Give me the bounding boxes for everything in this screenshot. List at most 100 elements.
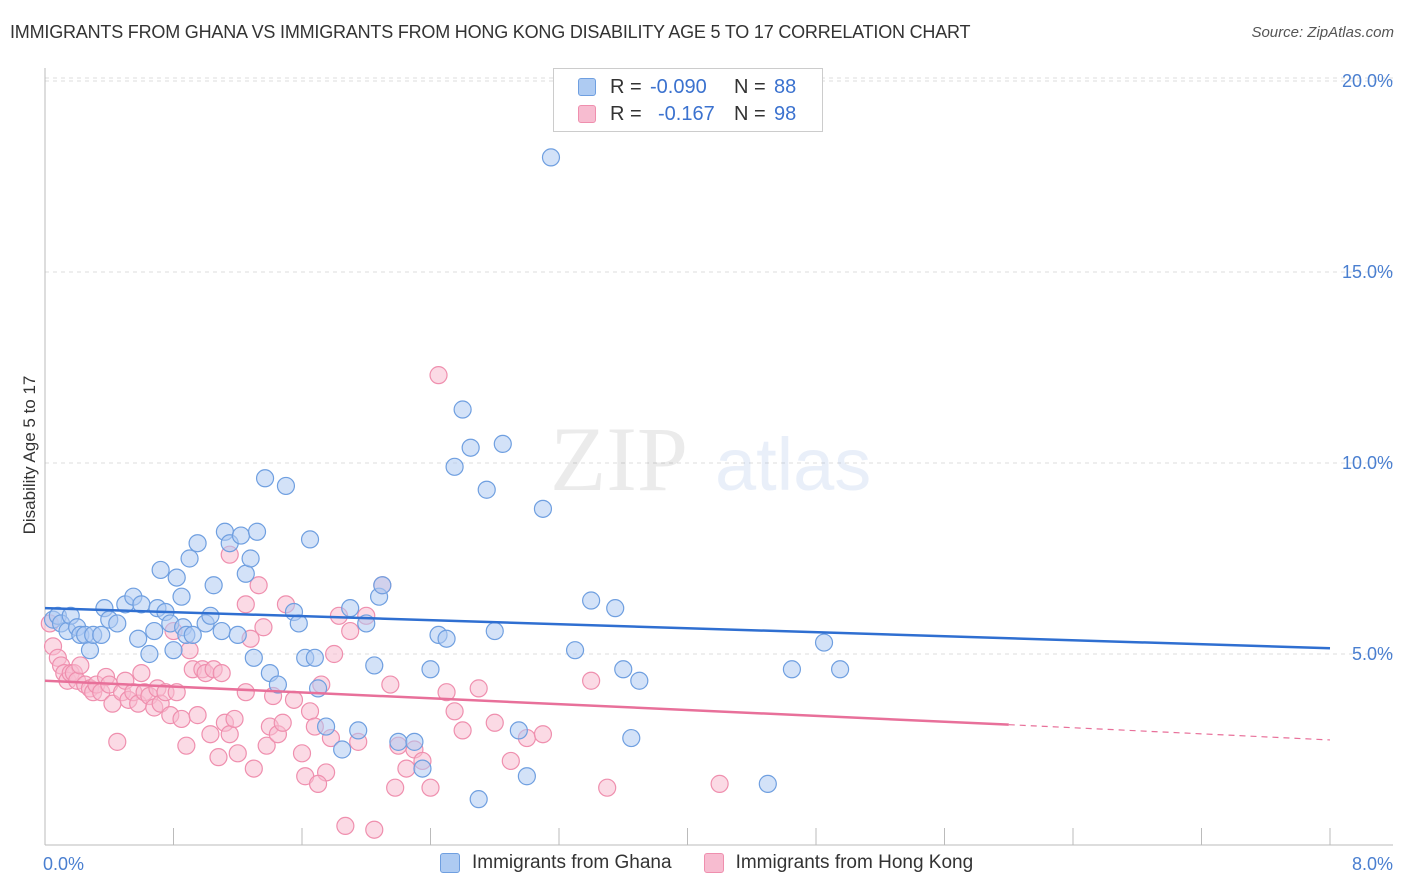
ghana-point <box>305 648 324 667</box>
legend-n-label: N = <box>734 75 766 98</box>
hong-kong-point <box>236 683 255 702</box>
ghana-point <box>477 480 496 499</box>
chart-title: IMMIGRANTS FROM GHANA VS IMMIGRANTS FROM… <box>10 22 971 42</box>
ghana-point <box>437 629 456 648</box>
ghana-point <box>172 587 191 606</box>
hong-kong-point <box>397 759 416 778</box>
ghana-point <box>236 564 255 583</box>
hong-kong-point <box>188 706 207 725</box>
legend-swatch-hongkong <box>703 853 724 873</box>
legend-r-label: R = <box>610 102 642 125</box>
hong-kong-point <box>172 709 191 729</box>
ghana-point <box>268 675 288 694</box>
ghana-point <box>421 660 440 679</box>
ghana-point <box>167 568 186 587</box>
ghana-point <box>255 469 275 488</box>
ghana-point <box>316 717 336 736</box>
hong-kong-point <box>598 778 617 797</box>
hongkong-trend-extension <box>1008 724 1331 741</box>
ghana-point <box>188 534 207 553</box>
ghana-point <box>582 591 601 610</box>
source-credit: Source: ZipAtlas.com <box>1251 24 1394 41</box>
ghana-point <box>405 732 424 751</box>
legend-swatch-ghana <box>578 78 596 96</box>
hong-kong-point <box>236 595 255 614</box>
hong-kong-point <box>437 683 456 702</box>
ghana-point <box>830 660 850 679</box>
hong-kong-point <box>71 656 90 675</box>
hong-kong-point <box>108 732 127 751</box>
ghana-point <box>151 560 170 580</box>
ghana-point <box>341 599 360 618</box>
y-tick-label: 10.0% <box>1342 453 1393 473</box>
tick-labels: 5.0% 10.0% 15.0% 20.0% 0.0% 8.0% <box>43 71 1393 874</box>
legend-n-label: N = <box>734 102 766 125</box>
hong-kong-point <box>386 778 405 797</box>
ghana-point <box>565 641 585 660</box>
ghana-point <box>244 648 263 667</box>
ghana-point <box>614 660 633 679</box>
trend-lines <box>44 606 1331 741</box>
hong-kong-point <box>132 663 151 683</box>
watermark-atlas: atlas <box>715 423 871 506</box>
ghana-point <box>164 641 183 660</box>
legend-swatch-hongkong <box>578 105 596 123</box>
hong-kong-point <box>257 736 276 755</box>
hong-kong-point <box>445 702 464 721</box>
hong-kong-point <box>421 778 440 797</box>
correlation-legend: R = -0.090 N = 88 R = -0.167 N = 98 <box>553 68 823 132</box>
ghana-point <box>212 621 231 641</box>
hong-kong-point <box>485 713 504 732</box>
ghana-point <box>517 767 536 786</box>
hong-kong-point <box>341 621 360 641</box>
y-tick-label: 15.0% <box>1342 262 1393 282</box>
hong-kong-point <box>336 816 355 836</box>
ghana-point <box>228 625 247 645</box>
x-tick-label: 0.0% <box>43 854 84 874</box>
ghana-point <box>445 457 464 476</box>
ghana-point <box>453 400 472 419</box>
ghana-point <box>541 148 561 167</box>
y-tick-label: 20.0% <box>1342 71 1393 91</box>
hong-kong-point <box>582 671 601 690</box>
axes <box>44 68 1393 846</box>
ghana-point <box>469 790 488 809</box>
hong-kong-point <box>254 618 273 637</box>
ghana-point <box>231 526 251 545</box>
watermark-zip: ZIP <box>550 408 688 510</box>
legend-r-value: -0.090 <box>650 75 707 98</box>
legend-label-ghana: Immigrants from Ghana <box>472 852 672 873</box>
legend-row-ghana: R = -0.090 N = 88 <box>578 75 796 99</box>
ghana-point <box>300 530 320 549</box>
ghana-point <box>349 721 368 740</box>
hong-kong-point <box>249 576 268 595</box>
hong-kong-point <box>710 774 729 793</box>
x-tick-label: 8.0% <box>1352 854 1393 874</box>
ghana-point <box>493 434 512 453</box>
legend-r-value: -0.167 <box>658 102 715 125</box>
ghana-point <box>389 732 408 751</box>
y-tick-label: 5.0% <box>1352 644 1393 664</box>
hong-kong-point <box>225 709 244 729</box>
ghana-point <box>247 522 267 541</box>
ghana-point <box>622 728 641 748</box>
ghana-point <box>485 621 504 641</box>
hong-kong-point <box>429 366 448 385</box>
ghana-points <box>43 148 850 809</box>
hong-kong-point <box>292 744 312 763</box>
ghana-point <box>413 759 432 778</box>
ghana-point <box>92 625 111 645</box>
legend-swatch-ghana <box>440 853 460 873</box>
ghana-point <box>509 721 528 740</box>
hong-kong-point <box>220 725 239 744</box>
ghana-point <box>606 599 625 618</box>
hong-kong-point <box>325 644 344 664</box>
hong-kong-point <box>228 744 247 763</box>
legend-row-hongkong: R = -0.167 N = 98 <box>578 102 796 126</box>
legend-r-label: R = <box>610 75 642 98</box>
ghana-point <box>201 606 220 625</box>
ghana-point <box>180 549 199 568</box>
hong-kong-point <box>469 679 488 698</box>
ghana-point <box>814 633 834 652</box>
hong-kong-point <box>300 702 320 721</box>
